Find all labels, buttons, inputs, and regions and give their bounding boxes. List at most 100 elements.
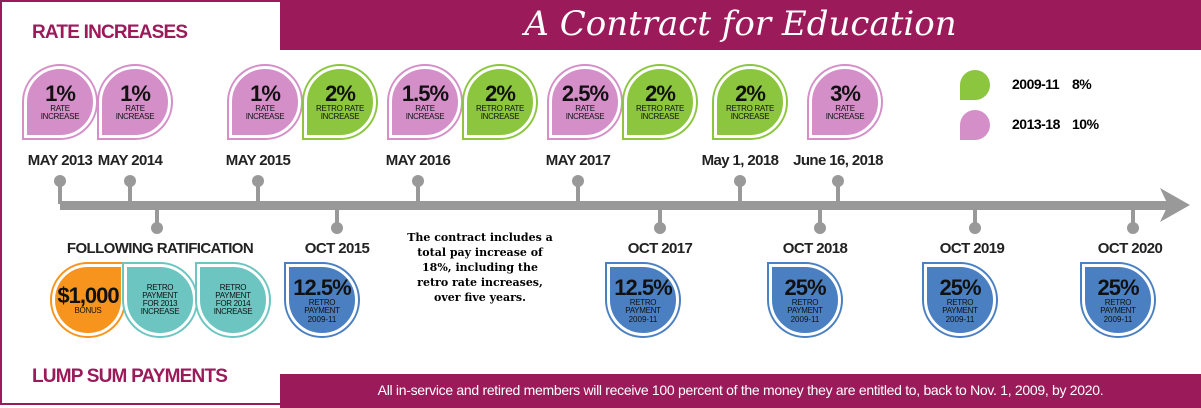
legend-value: 10%	[1072, 116, 1099, 132]
date-label: MAY 2017	[545, 152, 611, 169]
badge-sub: 2009-11	[945, 314, 975, 324]
badge-value: 25%	[939, 274, 981, 300]
badge: 2% RETRO RATE INCREASE	[464, 66, 536, 138]
badge-value: 1%	[250, 81, 281, 106]
stem	[836, 180, 840, 204]
date-label: OCT 2020	[1097, 240, 1163, 257]
badge-label: RATE INCREASE	[245, 104, 285, 121]
badge-value: $1,000	[57, 283, 119, 308]
date-label: June 16, 2018	[793, 152, 883, 169]
badge-label: RATE INCREASE	[40, 104, 80, 121]
badge-label: RATE INCREASE	[825, 104, 865, 121]
dot	[151, 222, 163, 234]
dot	[124, 175, 136, 187]
badge-label: RETRO RATE INCREASE	[476, 104, 524, 121]
badge-sub: 2009-11	[790, 314, 820, 324]
stem	[335, 208, 339, 228]
badge: 12.5% RETRO PAYMENT 2009-11	[286, 264, 358, 336]
badge-value: 25%	[1097, 274, 1139, 300]
stem	[256, 180, 260, 204]
badge-label: RETRO PAYMENT	[304, 297, 340, 315]
date-label: OCT 2015	[304, 240, 370, 257]
dot	[252, 175, 264, 187]
timeline	[60, 201, 1170, 210]
section-label: RATE INCREASES	[32, 22, 188, 43]
badge-value: 12.5%	[614, 274, 672, 300]
legend-swatch	[960, 70, 990, 100]
date-label: FOLLOWING RATIFICATION	[66, 240, 254, 257]
dot	[814, 222, 826, 234]
badge: 12.5% RETRO PAYMENT 2009-11	[607, 264, 679, 336]
legend-swatch	[960, 110, 990, 140]
note: The contract includes a total pay increa…	[407, 231, 553, 304]
legend-value: 8%	[1072, 76, 1092, 92]
legend-label: 2013-18	[1012, 116, 1060, 132]
stem	[738, 180, 742, 204]
dot	[572, 175, 584, 187]
badge-sub: 2009-11	[307, 314, 337, 324]
badge: 25% RETRO PAYMENT 2009-11	[1082, 264, 1154, 336]
badge-label: BONUS	[74, 306, 102, 315]
badge-label: RETRO PAYMENT	[787, 297, 823, 315]
badge: 25% RETRO PAYMENT 2009-11	[769, 264, 841, 336]
section-label: LUMP SUM PAYMENTS	[32, 366, 228, 387]
badge-label: RETRO PAYMENT	[1100, 297, 1136, 315]
badge-label: RATE INCREASE	[115, 104, 155, 121]
date-label: OCT 2019	[939, 240, 1005, 257]
badge-label: RETRO RATE INCREASE	[316, 104, 364, 121]
stem	[1131, 208, 1135, 228]
badge: $1,000 BONUS	[52, 264, 124, 336]
badge: 2% RETRO RATE INCREASE	[714, 66, 786, 138]
dot	[969, 222, 981, 234]
dot	[331, 222, 343, 234]
badge-value: 2%	[325, 81, 356, 106]
badge-value: 2%	[735, 81, 766, 106]
badge: 3% RATE INCREASE	[809, 66, 881, 138]
dot	[1127, 222, 1139, 234]
stem	[576, 180, 580, 204]
badge: 2% RETRO RATE INCREASE	[304, 66, 376, 138]
frame	[0, 0, 280, 405]
badge: 1% RATE INCREASE	[24, 66, 96, 138]
badge-value: 12.5%	[293, 274, 351, 300]
badge: 25% RETRO PAYMENT 2009-11	[924, 264, 996, 336]
timeline-arrow	[1160, 188, 1190, 222]
badge-sub: 2009-11	[628, 314, 658, 324]
date-label: MAY 2016	[385, 152, 451, 169]
date-label: OCT 2018	[782, 240, 848, 257]
badge-value: 2.5%	[561, 81, 609, 106]
dot	[734, 175, 746, 187]
dot	[54, 175, 66, 187]
stem	[658, 208, 662, 228]
stem	[416, 180, 420, 204]
badge-value: 2%	[645, 81, 676, 106]
badge-value: 25%	[784, 274, 826, 300]
badge: 1% RATE INCREASE	[229, 66, 301, 138]
badge-label: RETRO RATE INCREASE	[636, 104, 684, 121]
date-label: MAY 2015	[225, 152, 291, 169]
date-label: OCT 2017	[627, 240, 693, 257]
dot	[412, 175, 424, 187]
badge-label: RETRO PAYMENT FOR 2013 INCREASE	[140, 283, 180, 316]
stem	[155, 208, 159, 228]
date-label: May 1, 2018	[701, 152, 779, 169]
badge-label: RATE INCREASE	[565, 104, 605, 121]
dot	[654, 222, 666, 234]
badge: 2% RETRO RATE INCREASE	[624, 66, 696, 138]
badge: RETRO PAYMENT FOR 2014 INCREASE	[197, 264, 269, 336]
dot	[832, 175, 844, 187]
title: A Contract for Education	[524, 4, 957, 44]
badge-label: RATE INCREASE	[405, 104, 445, 121]
badge-value: 1.5%	[401, 81, 449, 106]
badge-sub: 2009-11	[1103, 314, 1133, 324]
header-band	[280, 0, 1201, 50]
stem	[128, 180, 132, 204]
badge: 1.5% RATE INCREASE	[389, 66, 461, 138]
badge-value: 2%	[485, 81, 516, 106]
footer-band	[280, 374, 1201, 408]
badge-value: 1%	[120, 81, 151, 106]
stem	[818, 208, 822, 228]
badge-value: 1%	[45, 81, 76, 106]
badge-label: RETRO PAYMENT	[942, 297, 978, 315]
